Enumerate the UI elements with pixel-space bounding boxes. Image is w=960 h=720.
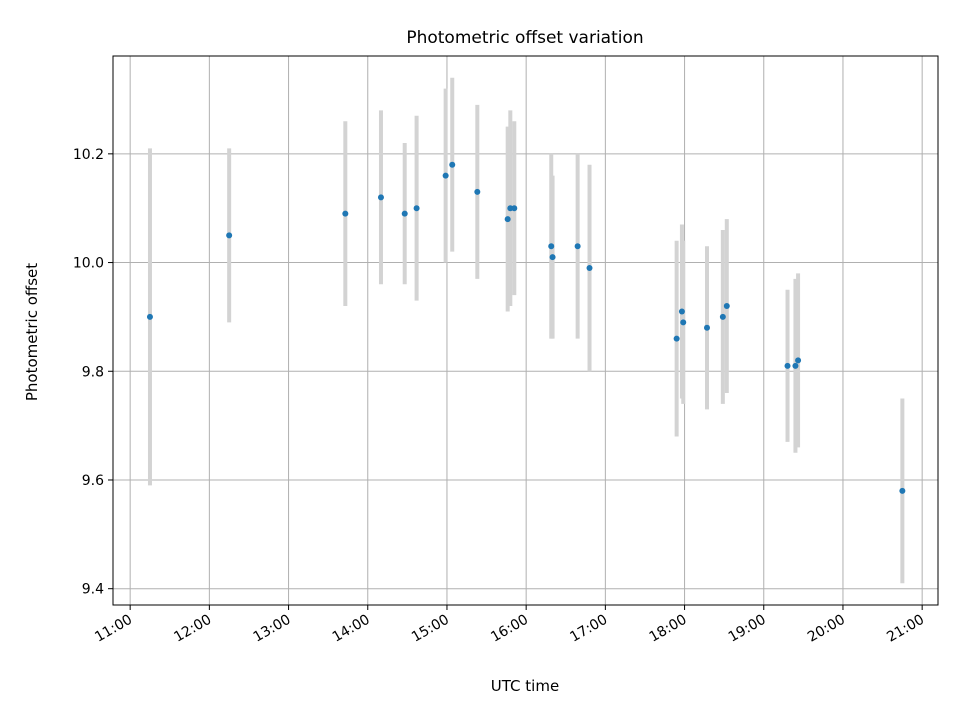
data-point [413, 205, 420, 212]
data-point [504, 216, 511, 223]
y-tick-label: 10.2 [73, 147, 104, 163]
data-point [680, 319, 687, 326]
data-point [704, 324, 710, 331]
data-point [549, 254, 556, 261]
plot-frame [112, 55, 939, 606]
data-point [442, 172, 449, 179]
data-points [146, 161, 906, 494]
data-point [723, 303, 730, 310]
y-tick-label: 9.6 [82, 473, 104, 489]
data-point [673, 335, 680, 342]
data-point [899, 487, 906, 494]
data-point [342, 210, 349, 217]
data-point [377, 194, 384, 201]
data-point [784, 362, 791, 369]
x-axis-label: UTC time [491, 677, 559, 695]
data-point [795, 357, 802, 364]
chart-title: Photometric offset variation [406, 28, 643, 48]
data-point [574, 243, 581, 250]
y-axis-ticks: 9.4 9.6 9.8 10.0 10.2 [73, 147, 113, 598]
data-point [146, 313, 153, 320]
data-point [511, 205, 518, 212]
y-tick-label: 10.0 [73, 256, 104, 272]
data-point [586, 264, 593, 271]
data-point [548, 243, 555, 250]
grid [113, 56, 938, 605]
data-point [678, 308, 685, 315]
data-point [401, 210, 408, 217]
data-point [474, 188, 481, 195]
data-point [792, 362, 799, 369]
data-point [226, 232, 233, 239]
y-tick-label: 9.4 [82, 582, 104, 598]
y-tick-label: 9.8 [82, 364, 104, 380]
y-axis-label: Photometric offset [23, 263, 41, 401]
data-point [719, 313, 726, 320]
data-point [449, 161, 456, 168]
